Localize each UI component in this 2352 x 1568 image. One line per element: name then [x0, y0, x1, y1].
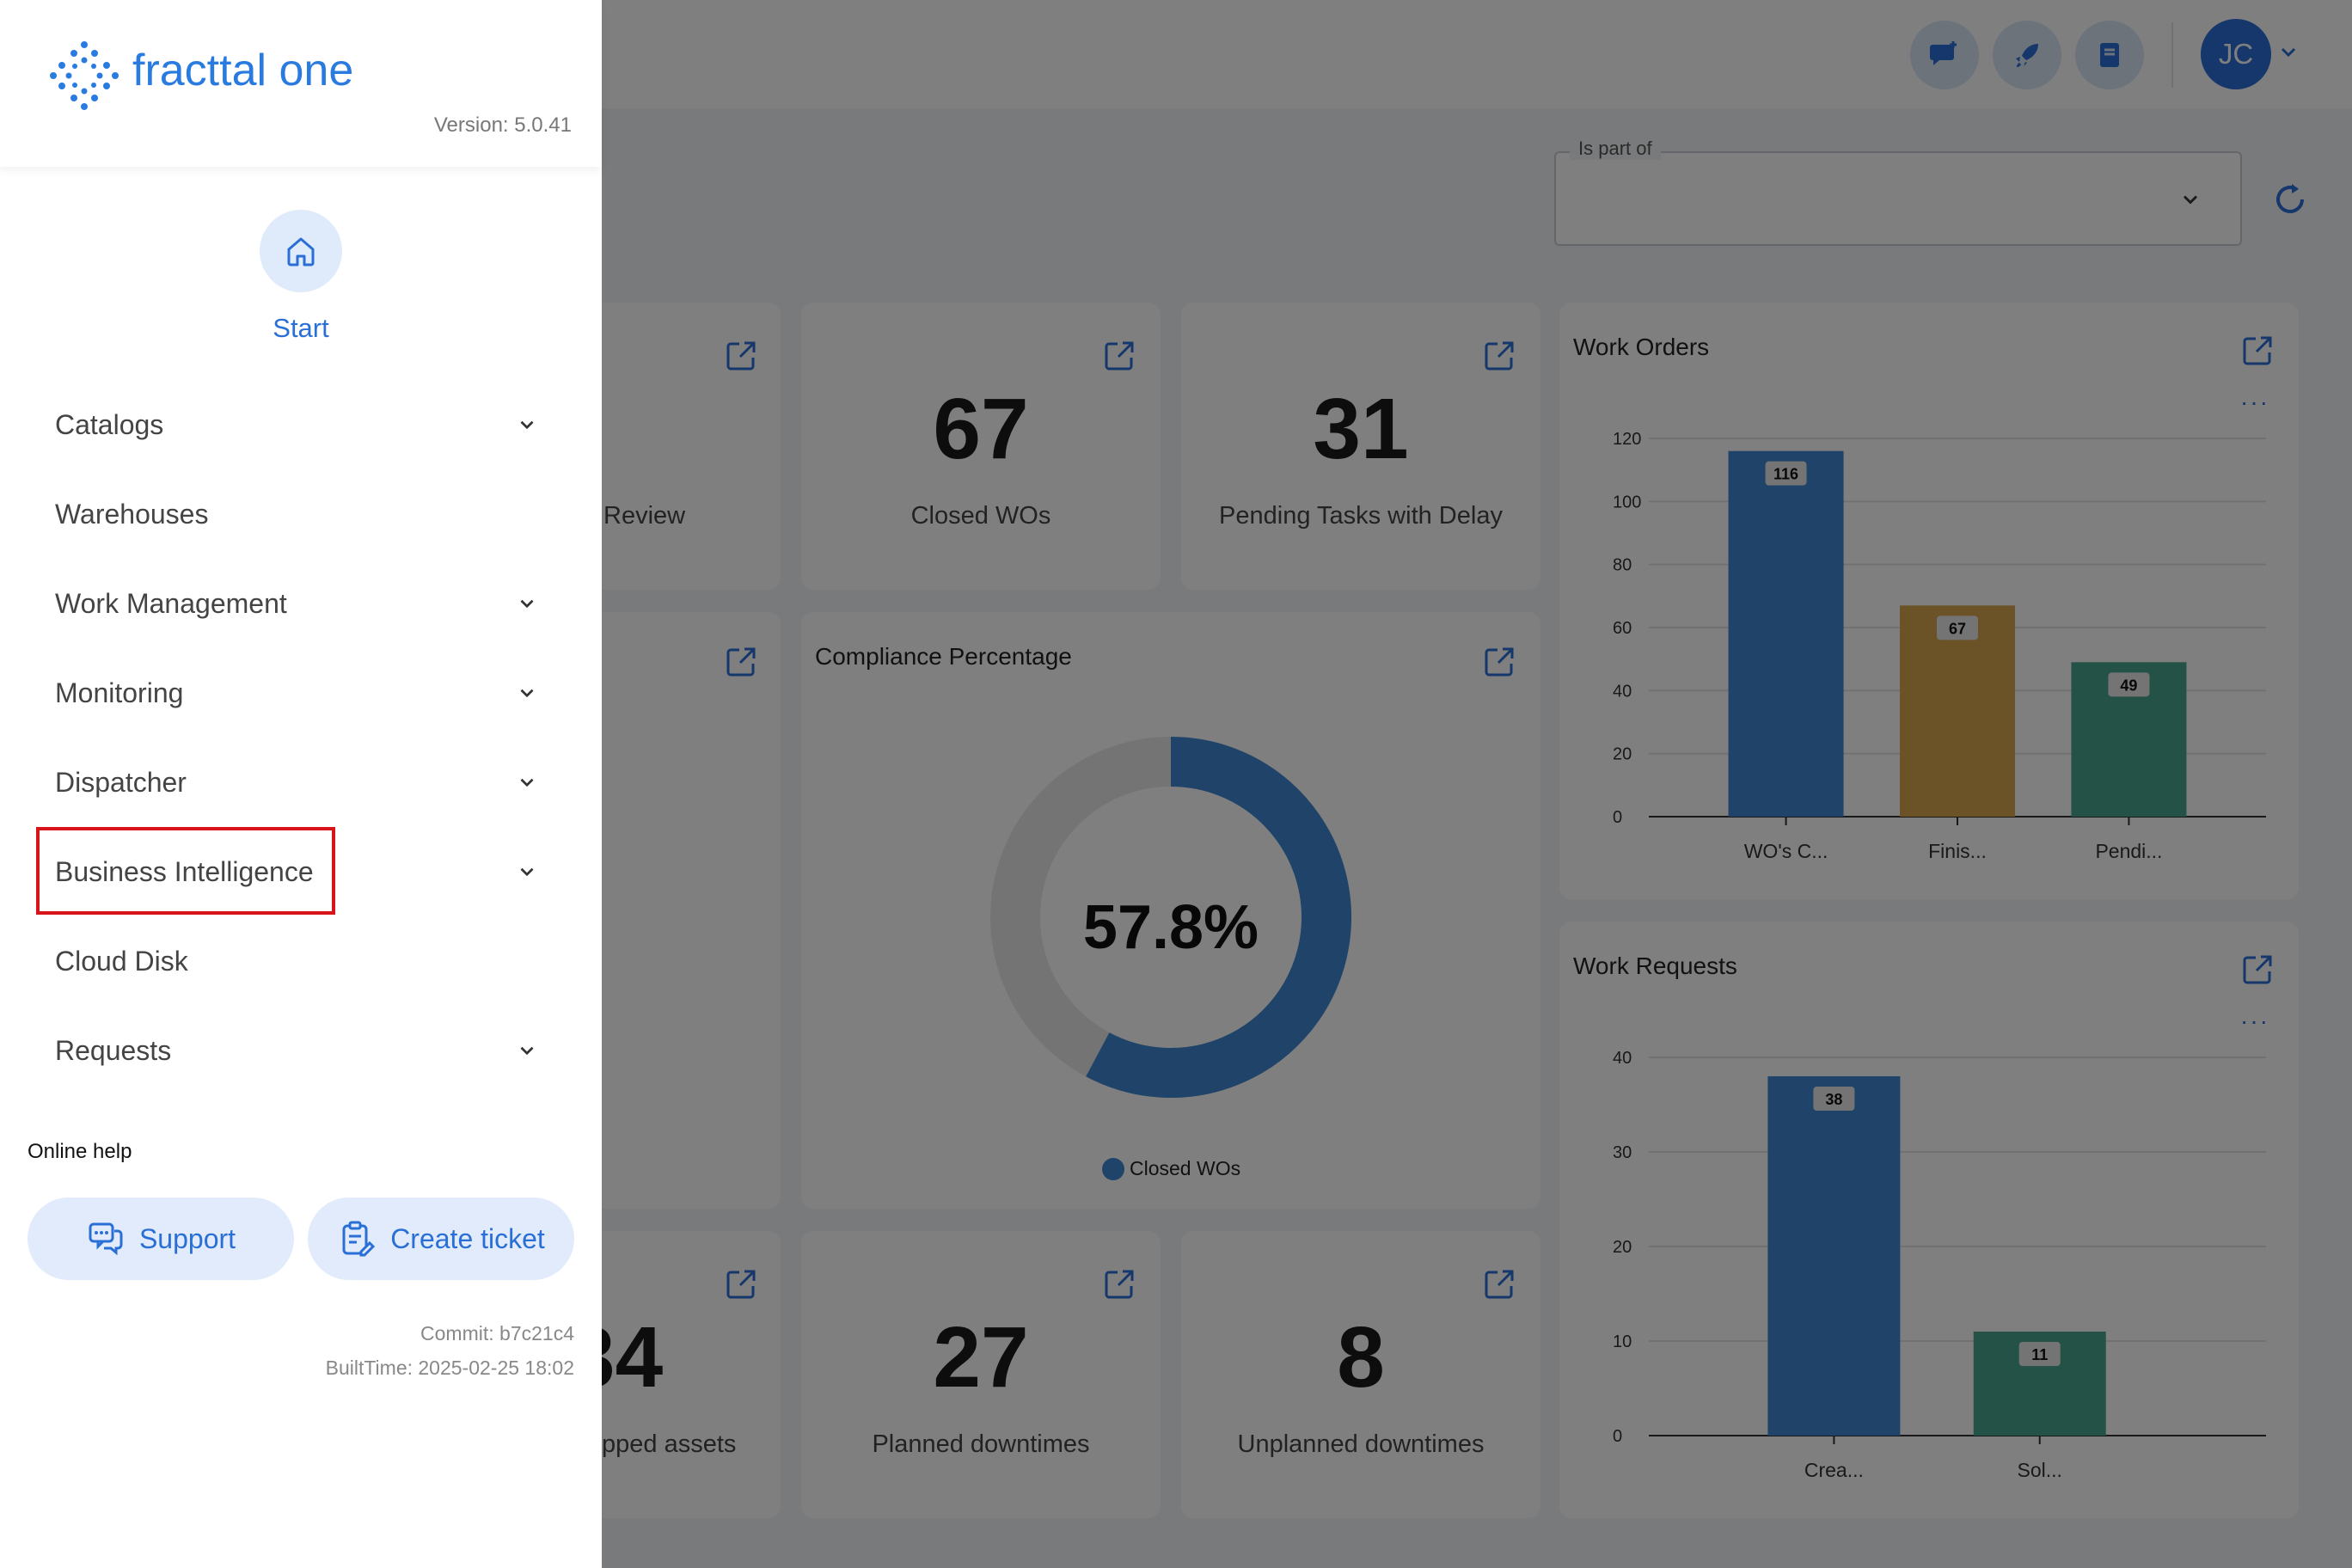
chat-bubbles-icon: [89, 1222, 123, 1256]
brand-name: fracttal one: [132, 46, 354, 95]
nav-item-catalogs[interactable]: Catalogs: [34, 390, 559, 459]
drawer-header: fracttal one Version: 5.0.41: [0, 0, 602, 167]
nav-item-monitoring[interactable]: Monitoring: [34, 658, 559, 727]
start-label[interactable]: Start: [273, 313, 329, 343]
nav-label: Work Management: [55, 587, 287, 619]
chevron-down-icon: [520, 867, 534, 877]
online-help-heading: Online help: [28, 1140, 132, 1163]
version-label: Version: 5.0.41: [433, 113, 572, 137]
nav-item-cloud-disk[interactable]: Cloud Disk: [34, 927, 559, 995]
nav-label: Monitoring: [55, 677, 184, 708]
nav-label: Catalogs: [55, 408, 164, 440]
home-icon: [287, 237, 315, 266]
nav-label: Business Intelligence: [55, 855, 314, 887]
chevron-down-icon: [520, 1046, 534, 1056]
support-label: Support: [138, 1222, 236, 1254]
nav-item-requests[interactable]: Requests: [34, 1016, 559, 1085]
commit-hash: Commit: b7c21c4: [420, 1322, 574, 1344]
chevron-down-icon: [520, 420, 534, 430]
create-ticket-label: Create ticket: [390, 1222, 545, 1254]
chevron-down-icon: [520, 689, 534, 698]
nav-label: Requests: [55, 1034, 172, 1066]
nav-item-business-intelligence[interactable]: Business Intelligence: [34, 837, 559, 906]
nav-item-dispatcher[interactable]: Dispatcher: [34, 748, 559, 817]
chevron-down-icon: [520, 599, 534, 609]
start-button[interactable]: [260, 210, 342, 292]
nav-item-warehouses[interactable]: Warehouses: [34, 480, 559, 548]
chevron-down-icon: [520, 778, 534, 787]
fracttal-logo-icon: [50, 41, 119, 110]
nav-label: Cloud Disk: [55, 945, 188, 977]
create-ticket-button[interactable]: Create ticket: [308, 1197, 574, 1280]
build-time: BuiltTime: 2025-02-25 18:02: [325, 1357, 574, 1379]
nav-label: Warehouses: [55, 498, 209, 530]
clipboard-edit-icon: [342, 1221, 376, 1257]
support-button[interactable]: Support: [28, 1197, 294, 1280]
nav-label: Dispatcher: [55, 766, 187, 798]
navigation-drawer: fracttal one Version: 5.0.41 Start Catal…: [0, 0, 602, 1568]
highlight-box: [36, 827, 335, 915]
nav-item-work-management[interactable]: Work Management: [34, 569, 559, 638]
